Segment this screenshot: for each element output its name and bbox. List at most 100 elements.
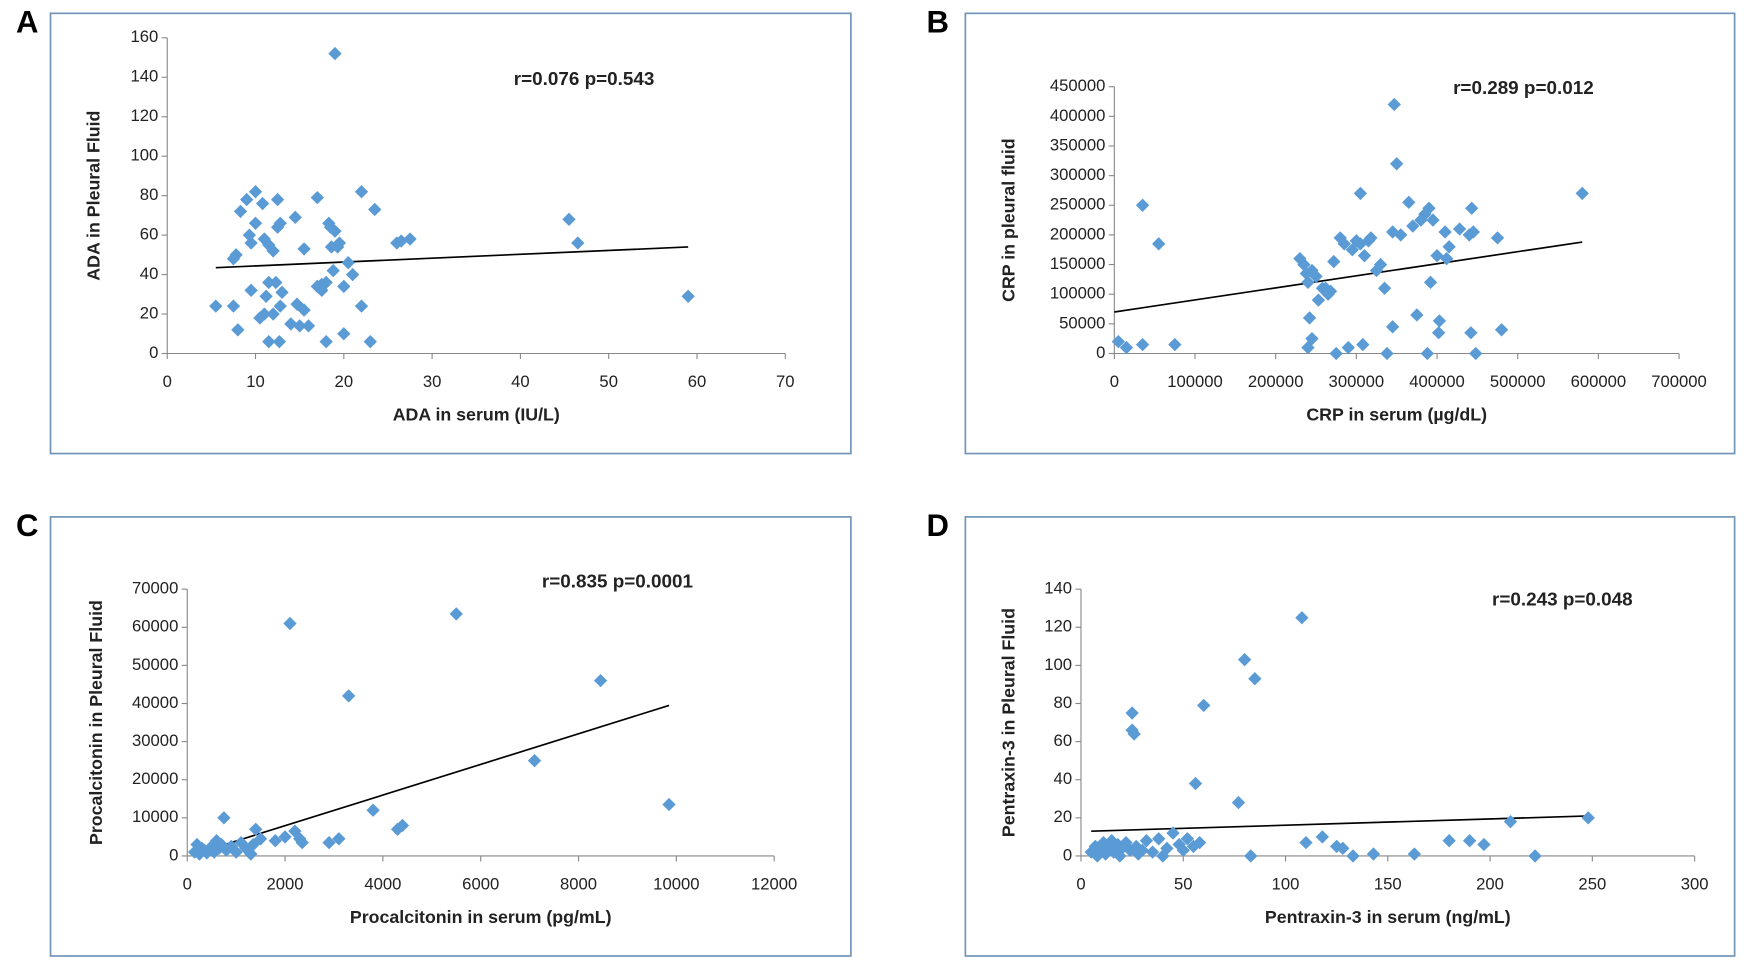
point [1329, 346, 1343, 361]
point [1503, 814, 1518, 829]
x-tick-label: 100 [1272, 874, 1300, 893]
point [571, 236, 585, 250]
x-tick-label: 400000 [1409, 372, 1465, 391]
x-tick-label: 0 [1076, 874, 1085, 893]
y-tick-label: 250000 [1050, 195, 1106, 214]
point [1528, 849, 1542, 863]
point [1423, 275, 1438, 290]
y-tick-label: 80 [140, 185, 159, 204]
point [1315, 830, 1330, 844]
point [1464, 326, 1478, 340]
y-tick-label: 20 [140, 303, 159, 322]
y-tick-label: 0 [149, 343, 158, 362]
point [527, 753, 542, 768]
point [1387, 97, 1401, 112]
y-tick-label: 20000 [132, 769, 178, 788]
point [1152, 832, 1166, 846]
y-tick-label: 60000 [132, 617, 178, 636]
y-tick-label: 200000 [1050, 224, 1106, 243]
point [233, 204, 248, 219]
point [1490, 231, 1505, 245]
point [1410, 308, 1424, 322]
point [248, 185, 263, 199]
point [394, 234, 408, 248]
y-tick-label: 120 [131, 106, 159, 125]
point [1327, 254, 1341, 269]
point [319, 275, 333, 290]
point [1357, 249, 1372, 263]
point [255, 196, 270, 211]
x-tick-label: 6000 [462, 874, 499, 893]
panel-label: B [926, 5, 948, 40]
point [332, 236, 347, 250]
point [297, 303, 311, 317]
point [253, 832, 268, 846]
panel-label: D [926, 508, 948, 543]
panel-frame [49, 516, 852, 957]
y-axis-label: Procalcitonin in Pleural Fluid [86, 600, 106, 845]
x-tick-label: 10000 [653, 874, 699, 893]
point [1422, 201, 1436, 215]
y-tick-label: 30000 [132, 731, 178, 750]
point [1341, 340, 1355, 355]
point [1366, 847, 1381, 861]
point [368, 202, 382, 217]
y-tick-label: 50000 [1059, 313, 1105, 332]
point [366, 803, 380, 817]
point [301, 319, 316, 333]
point [1385, 320, 1400, 334]
x-tick-label: 200000 [1248, 372, 1304, 391]
point [270, 192, 285, 207]
point [1176, 843, 1190, 857]
point [322, 835, 336, 850]
y-tick-label: 20 [1054, 807, 1073, 826]
x-tick-label: 300 [1681, 874, 1709, 893]
point [266, 307, 280, 321]
point [345, 267, 360, 282]
x-tick-label: 2000 [267, 874, 304, 893]
point [328, 46, 342, 61]
annotation: r=0.076 p=0.543 [514, 69, 655, 90]
point [1494, 323, 1509, 337]
x-tick-label: 4000 [364, 874, 401, 893]
point [240, 192, 254, 207]
point [328, 224, 342, 238]
point [341, 689, 356, 703]
x-tick-label: 500000 [1490, 372, 1546, 391]
point [1432, 314, 1447, 328]
x-tick-label: 600000 [1571, 372, 1627, 391]
point [1390, 157, 1404, 171]
y-tick-label: 40 [140, 264, 159, 283]
point [273, 299, 287, 313]
x-tick-label: 0 [1110, 372, 1119, 391]
point [1135, 843, 1150, 857]
y-tick-label: 300000 [1050, 165, 1106, 184]
annotation: r=0.289 p=0.012 [1453, 78, 1594, 99]
point [293, 319, 307, 333]
point [326, 263, 340, 278]
y-axis-label: ADA in Pleural Fluid [84, 111, 104, 281]
y-tick-label: 160 [131, 27, 159, 46]
point [1581, 811, 1595, 825]
x-tick-label: 100000 [1167, 372, 1223, 391]
y-tick-label: 120 [1044, 617, 1072, 636]
panel-label: A [16, 5, 38, 40]
point [248, 216, 263, 230]
point [1248, 672, 1262, 686]
point [262, 238, 276, 252]
panel-frame [964, 516, 1736, 957]
point [1301, 275, 1315, 290]
point [1431, 326, 1446, 340]
y-axis-label: Pentraxin-3 in Pleural Fluid [999, 608, 1019, 837]
point [262, 334, 276, 349]
panel-frame [964, 12, 1736, 455]
point [1442, 240, 1456, 254]
point [231, 323, 245, 337]
point [209, 299, 223, 313]
point [257, 307, 272, 321]
point [593, 673, 608, 688]
y-tick-label: 0 [169, 845, 178, 864]
point [562, 212, 576, 226]
point [1231, 795, 1246, 810]
y-tick-label: 40000 [132, 693, 178, 712]
